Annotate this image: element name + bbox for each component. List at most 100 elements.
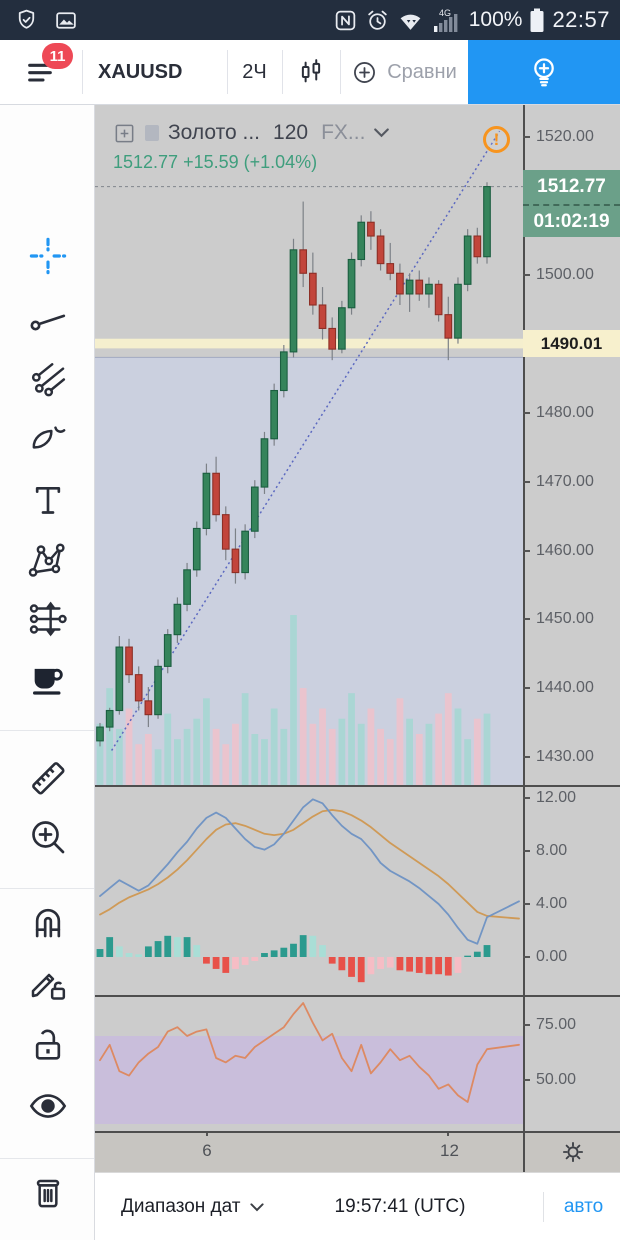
- toolbar-divider: [282, 50, 283, 94]
- legend-exchange: FX...: [321, 121, 366, 144]
- chart-bottom-bar: Диапазон дат 19:57:41 (UTC) авто: [95, 1172, 620, 1240]
- auto-scale-button[interactable]: авто: [547, 1173, 620, 1240]
- tool-text[interactable]: [26, 478, 69, 521]
- panel-separator[interactable]: [95, 995, 620, 997]
- symbol-description: Золото ...: [168, 121, 261, 144]
- date-range-button[interactable]: Диапазон дат: [121, 1173, 265, 1240]
- symbol-label: XAUUSD: [98, 60, 183, 83]
- toolbar-divider: [82, 50, 83, 94]
- axis-tick: [523, 756, 530, 759]
- macd-panel[interactable]: [95, 785, 523, 995]
- time-axis-label: 12: [440, 1141, 459, 1160]
- network-type-label: 4G: [439, 8, 451, 18]
- bottom-bar-divider: [543, 1192, 544, 1222]
- chart-type-button[interactable]: [282, 40, 340, 104]
- tool-hide-drawings[interactable]: [26, 1084, 69, 1127]
- compare-label: Сравни: [387, 60, 457, 83]
- tool-forecast[interactable]: [26, 597, 69, 640]
- axis-tick-label: 0.00: [536, 948, 568, 965]
- axis-tick-label: 1450.00: [536, 610, 594, 628]
- tool-pitchfork[interactable]: [26, 357, 69, 400]
- tool-magic-cup[interactable]: [26, 656, 69, 699]
- sidebar-divider: [0, 730, 94, 731]
- level-price-badge: 1490.01: [523, 330, 620, 357]
- price-panel[interactable]: [95, 105, 523, 785]
- axis-tick-label: 1470.00: [536, 472, 594, 490]
- current-price-badge: 1512.77: [523, 170, 620, 204]
- chart-toolbar: 11 XAUUSD 2Ч Сравни: [0, 40, 620, 105]
- publish-idea-button[interactable]: [468, 40, 620, 104]
- gear-icon[interactable]: [560, 1139, 586, 1165]
- chart-legend[interactable]: Золото ... 120 FX... 1512.77 +15.59 (+1.…: [113, 121, 390, 173]
- rsi-panel[interactable]: [95, 995, 523, 1131]
- status-clock: 22:57: [552, 7, 610, 32]
- tool-remove-drawings[interactable]: [26, 1169, 69, 1212]
- bar-countdown-badge: 01:02:19: [523, 204, 620, 237]
- chevron-down-icon: [374, 128, 390, 138]
- battery-icon: [529, 7, 545, 34]
- tool-brush[interactable]: [26, 417, 69, 460]
- axis-labels-layer: 1520.00 1500.00 1480.00 1470.00 1460.00 1450.…: [95, 105, 620, 1240]
- axis-tick-label: 1440.00: [536, 679, 594, 697]
- tool-unlock[interactable]: [26, 1023, 69, 1066]
- price-change-line: 1512.77 +15.59 (+1.04%): [113, 152, 318, 172]
- symbol-button[interactable]: XAUUSD: [82, 40, 227, 104]
- axis-tick: [523, 618, 530, 621]
- current-price-value: 1512.77: [537, 176, 606, 197]
- tool-zoom-in[interactable]: [26, 815, 69, 858]
- time-axis[interactable]: 6 12: [95, 1131, 523, 1172]
- axis-settings-corner[interactable]: [525, 1131, 620, 1172]
- tool-lock-drawings[interactable]: [26, 961, 69, 1004]
- axis-tick-label: 1480.00: [536, 403, 594, 421]
- axis-tick-label: 4.00: [536, 895, 568, 912]
- signal-strength-icon: 4G: [431, 7, 462, 33]
- tool-magnet[interactable]: [26, 899, 69, 942]
- compare-button[interactable]: Сравни: [340, 40, 468, 104]
- axis-tick-label: 50.00: [536, 1071, 577, 1088]
- plus-circle-icon: [354, 61, 376, 83]
- tool-ruler[interactable]: [26, 756, 69, 799]
- price-axis-line: [523, 105, 525, 1172]
- add-symbol-icon[interactable]: [113, 122, 136, 145]
- axis-tick: [523, 797, 530, 799]
- utc-clock-button[interactable]: 19:57:41 (UTC): [265, 1173, 535, 1240]
- zoom-in-icon: [31, 820, 64, 853]
- axis-tick: [523, 1024, 530, 1026]
- tool-xabcd-pattern[interactable]: [26, 539, 69, 582]
- pencil-lock-icon: [31, 973, 65, 1000]
- menu-button[interactable]: 11: [0, 40, 82, 104]
- axis-tick-label: 12.00: [536, 789, 577, 806]
- forecast-icon: [29, 601, 67, 636]
- axis-tick: [523, 480, 530, 483]
- battery-percent: 100%: [468, 8, 523, 31]
- pattern-icon: [28, 543, 65, 577]
- flag-icon[interactable]: [145, 125, 159, 141]
- interval-label: 2Ч: [242, 60, 267, 83]
- gallery-icon: [53, 8, 79, 33]
- panel-separator[interactable]: [95, 785, 620, 787]
- date-range-label: Диапазон дат: [121, 1196, 241, 1217]
- auto-scale-label: авто: [563, 1196, 604, 1217]
- axis-tick: [523, 850, 530, 852]
- tool-trend-line[interactable]: [26, 296, 69, 339]
- level-value: 1490.01: [540, 333, 603, 353]
- axis-tick-label: 1460.00: [536, 541, 594, 559]
- axis-tick: [523, 135, 530, 138]
- wifi-icon: [397, 8, 424, 33]
- axis-tick-label: 1500.00: [536, 265, 594, 283]
- axis-tick: [523, 549, 530, 552]
- unlock-icon: [35, 1028, 60, 1060]
- chart-area[interactable]: Золото ... 120 FX... 1512.77 +15.59 (+1.…: [95, 105, 620, 1240]
- interval-button[interactable]: 2Ч: [227, 40, 282, 104]
- sidebar-divider: [0, 1158, 94, 1159]
- legend-interval: 120: [273, 121, 309, 144]
- ruler-icon: [31, 761, 65, 795]
- text-tool-icon: [35, 486, 60, 514]
- toolbar-divider: [340, 50, 341, 94]
- trend-line-icon: [29, 314, 65, 331]
- tool-crosshair[interactable]: [26, 234, 69, 277]
- trendline-alert-icon[interactable]: !: [483, 126, 510, 153]
- eye-icon: [29, 1093, 66, 1118]
- crosshair-icon: [29, 237, 66, 274]
